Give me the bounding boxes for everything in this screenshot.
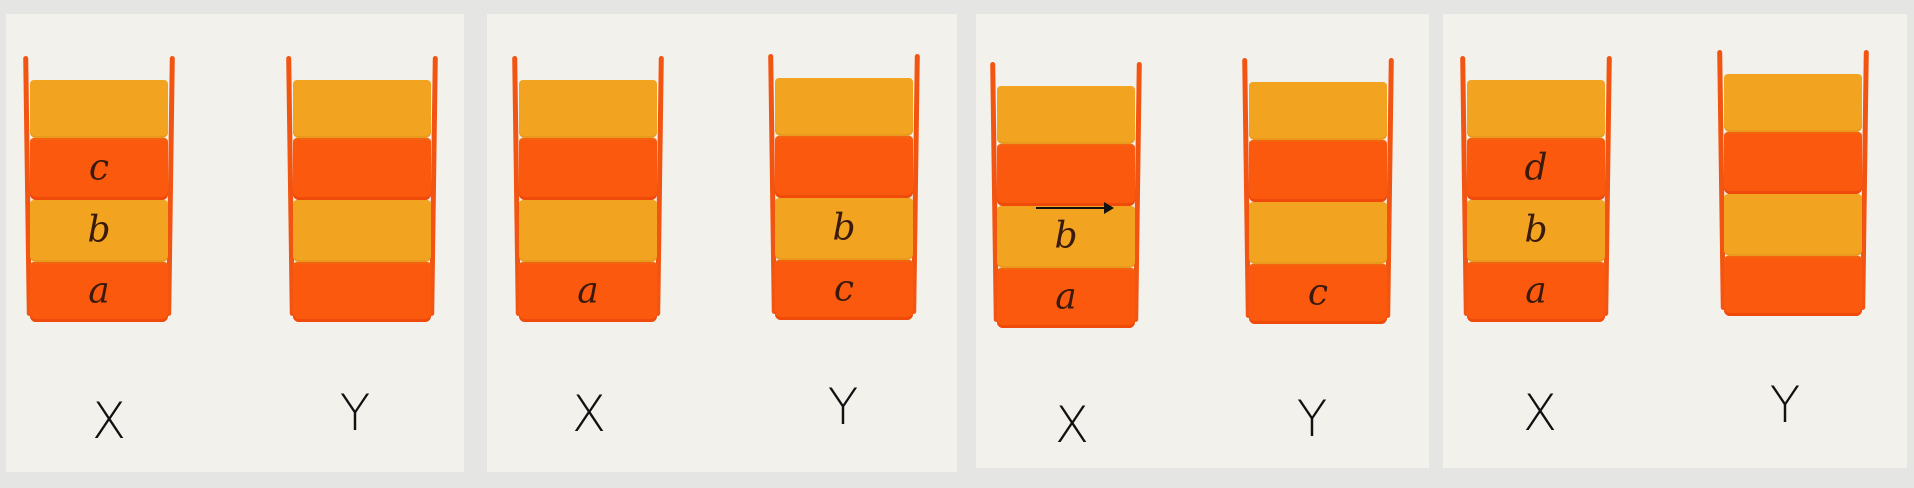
slot-label: b [1524, 209, 1548, 251]
slot-label: d [1524, 147, 1548, 189]
panel-2: a b c X Y [487, 14, 957, 472]
stack-slot: d [1467, 138, 1605, 200]
stack-label-y: Y [827, 378, 859, 436]
stack-slot [1724, 74, 1862, 132]
stack-slot [519, 80, 657, 138]
stack-slot [293, 200, 431, 262]
slot-label: c [88, 147, 110, 189]
stack-slot [519, 138, 657, 200]
stack-slot: a [997, 268, 1135, 328]
stack-slot: a [30, 262, 168, 322]
stack-label-x: X [571, 385, 607, 443]
stack-slot: b [997, 206, 1135, 268]
stack-slot: c [30, 138, 168, 200]
slot-label: a [1525, 270, 1547, 312]
slot-label: a [1055, 276, 1077, 318]
stack-slot: c [775, 260, 913, 320]
stack-slot [519, 200, 657, 262]
stack-slot [775, 136, 913, 198]
stack-slot [30, 80, 168, 138]
stack-y: b c [768, 30, 920, 330]
stack-slot [1249, 140, 1387, 202]
slot-label: a [88, 270, 110, 312]
stack-x: c b a [23, 32, 175, 332]
slot-label: c [1307, 272, 1329, 314]
stack-slot [775, 78, 913, 136]
panel-4: d b a X Y [1443, 14, 1907, 468]
stack-label-x: X [1054, 396, 1090, 454]
stack-slot [997, 86, 1135, 144]
panel-1: c b a X Y [6, 14, 464, 472]
slot-label: c [833, 268, 855, 310]
stack-x: b a [990, 38, 1142, 338]
stack-slot: b [30, 200, 168, 262]
slot-label: b [87, 209, 111, 251]
stack-label-y: Y [1769, 376, 1801, 434]
slot-label: b [1054, 215, 1078, 257]
stack-label-x: X [91, 392, 127, 450]
move-arrow [1036, 202, 1114, 214]
stack-slot [293, 80, 431, 138]
stack-label-y: Y [339, 384, 371, 442]
stack-slot: a [1467, 262, 1605, 322]
slot-label: b [832, 207, 856, 249]
stack-slot: c [1249, 264, 1387, 324]
stack-slot [1724, 132, 1862, 194]
stack-x: a [512, 32, 664, 332]
stack-label-x: X [1522, 384, 1558, 442]
stack-x: d b a [1460, 32, 1612, 332]
stack-slot [1724, 194, 1862, 256]
slot-label: a [577, 270, 599, 312]
stack-slot: b [775, 198, 913, 260]
stack-slot [1467, 80, 1605, 138]
stack-slot [1724, 256, 1862, 316]
panel-3: b a c X Y [976, 14, 1429, 468]
stack-y [286, 32, 438, 332]
stack-y: c [1242, 34, 1394, 334]
stack-slot [293, 138, 431, 200]
stack-slot [1249, 202, 1387, 264]
stack-slot [293, 262, 431, 322]
stack-y [1717, 26, 1869, 326]
stack-slot: b [1467, 200, 1605, 262]
stack-slot [997, 144, 1135, 206]
stack-slot [1249, 82, 1387, 140]
stack-slot: a [519, 262, 657, 322]
stack-label-y: Y [1296, 390, 1328, 448]
